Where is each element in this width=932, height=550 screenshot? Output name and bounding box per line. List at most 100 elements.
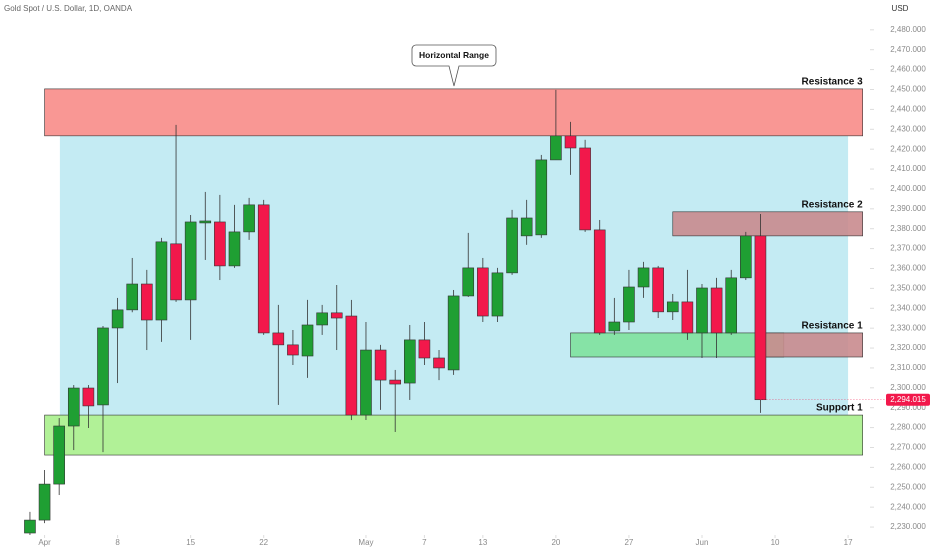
candle-body	[67, 387, 80, 427]
y-tick-label: 2,230.000	[890, 522, 926, 531]
candle-body	[623, 286, 635, 323]
x-tick-label: 7	[422, 538, 427, 547]
y-tick-label: 2,470.000	[890, 45, 926, 54]
candle-body	[155, 241, 168, 321]
candle-body	[579, 147, 591, 231]
candle-body	[696, 287, 708, 334]
y-tick-label: 2,310.000	[890, 363, 926, 372]
candle-body	[725, 277, 738, 334]
y-tick-label: 2,280.000	[890, 423, 926, 432]
y-tick-label: 2,320.000	[890, 343, 926, 352]
y-tick-label: 2,290.000	[890, 403, 926, 412]
candle-body	[228, 231, 241, 267]
x-tick-label: 10	[771, 538, 780, 547]
candle-body	[593, 229, 606, 334]
zone	[44, 414, 863, 456]
y-tick-label: 2,360.000	[890, 264, 926, 273]
y-tick-label: 2,440.000	[890, 104, 926, 113]
candle-body	[345, 315, 358, 416]
candle-body	[316, 312, 328, 326]
candle-body	[214, 221, 226, 267]
candle-body	[418, 339, 431, 359]
chart-title: Gold Spot / U.S. Dollar, 1D, OANDA	[4, 4, 133, 13]
x-tick-label: 8	[115, 538, 120, 547]
y-tick-label: 2,380.000	[890, 224, 926, 233]
candle-body	[38, 483, 51, 521]
candle-body	[287, 344, 299, 356]
candle-body	[491, 272, 504, 317]
candle-body	[506, 217, 518, 274]
zone-label: Resistance 1	[802, 321, 864, 332]
x-tick-label: 20	[551, 538, 560, 547]
x-tick-label: 22	[259, 538, 268, 547]
candle-body	[477, 267, 489, 317]
candle-body	[652, 267, 664, 313]
candle-body	[374, 349, 387, 381]
y-tick-label: 2,250.000	[890, 482, 926, 491]
candle-body	[666, 301, 679, 313]
y-tick-label: 2,350.000	[890, 283, 926, 292]
candle-body	[433, 357, 445, 369]
callout-text: Horizontal Range	[419, 50, 489, 60]
currency-label: USD	[892, 4, 909, 13]
candle-body	[126, 283, 139, 311]
candle-body	[97, 327, 109, 406]
candle-body	[462, 267, 475, 297]
candle-body	[184, 221, 197, 301]
zone-label: Resistance 2	[802, 199, 864, 210]
candle-body	[535, 159, 548, 236]
candle-body	[520, 217, 533, 237]
candle-body	[243, 204, 255, 233]
candle-body	[360, 349, 372, 416]
last-price-label: 2,294.015	[890, 395, 926, 404]
candle-body	[754, 235, 767, 401]
y-tick-label: 2,460.000	[890, 65, 926, 74]
candle-body	[403, 339, 416, 384]
x-tick-label: Apr	[38, 538, 51, 547]
candle-body	[389, 379, 401, 385]
candle-body	[111, 309, 124, 329]
candle-body	[199, 220, 212, 224]
y-tick-label: 2,370.000	[890, 244, 926, 253]
candle-body	[710, 287, 723, 334]
candle-body	[681, 301, 694, 334]
y-tick-label: 2,270.000	[890, 443, 926, 452]
y-tick-label: 2,420.000	[890, 144, 926, 153]
callout-box	[411, 44, 497, 87]
candle-body	[141, 283, 153, 321]
candle-body	[170, 243, 182, 301]
y-tick-label: 2,300.000	[890, 383, 926, 392]
candle-body	[447, 295, 460, 371]
zone	[44, 88, 863, 137]
candle-body	[608, 321, 621, 332]
candle-body	[24, 519, 36, 534]
zone	[570, 332, 785, 358]
last-price-badge	[886, 393, 930, 406]
x-tick-label: Jun	[696, 538, 709, 547]
y-tick-label: 2,480.000	[890, 25, 926, 34]
x-tick-label: 15	[186, 538, 195, 547]
zone-label: Support 1	[816, 403, 863, 414]
y-tick-label: 2,430.000	[890, 124, 926, 133]
y-tick-label: 2,240.000	[890, 502, 926, 511]
candle-body	[257, 204, 270, 334]
y-tick-label: 2,410.000	[890, 164, 926, 173]
zone	[761, 332, 863, 358]
zone-label: Resistance 3	[802, 77, 864, 88]
y-tick-label: 2,450.000	[890, 85, 926, 94]
candle-body	[82, 387, 95, 407]
y-tick-label: 2,340.000	[890, 303, 926, 312]
candle-body	[550, 135, 562, 161]
y-tick-label: 2,260.000	[890, 462, 926, 471]
candle-body	[272, 332, 285, 346]
zone	[672, 211, 863, 237]
candle-body	[301, 324, 314, 357]
x-tick-label: 13	[478, 538, 487, 547]
candle-body	[740, 235, 752, 279]
x-tick-label: 17	[844, 538, 853, 547]
candle-body	[330, 312, 343, 319]
candle-body	[637, 267, 650, 288]
y-tick-label: 2,400.000	[890, 184, 926, 193]
candle-body	[53, 425, 65, 485]
